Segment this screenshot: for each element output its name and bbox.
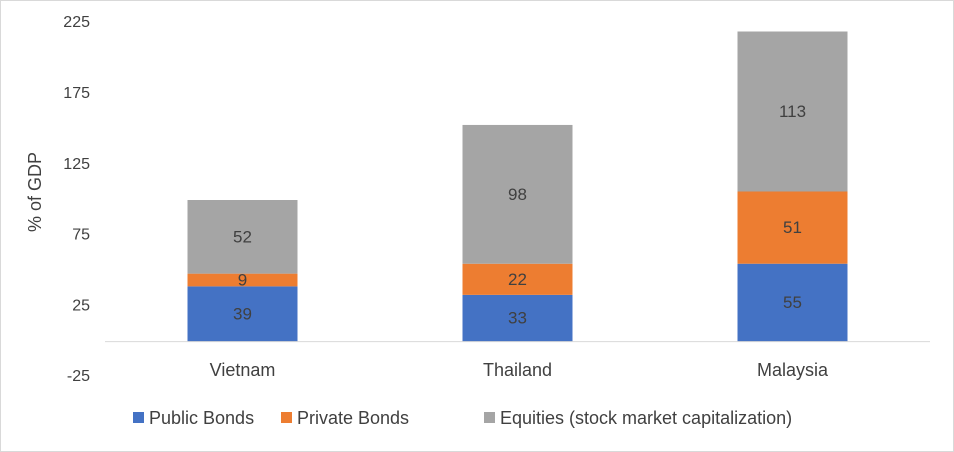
value-label: 22 (508, 270, 527, 289)
x-tick-label: Thailand (483, 360, 552, 380)
bar-segment (462, 263, 573, 295)
value-label: 51 (783, 218, 802, 237)
bar-segment (737, 191, 848, 264)
y-tick-label: 225 (63, 14, 90, 31)
x-tick-label: Vietnam (210, 360, 276, 380)
y-axis-label: % of GDP (25, 152, 45, 232)
bar-segment (187, 286, 298, 342)
legend-label: Private Bonds (297, 408, 409, 428)
value-label: 39 (233, 304, 252, 323)
legend-swatch (281, 412, 292, 423)
bar-segment (737, 31, 848, 192)
value-label: 98 (508, 185, 527, 204)
y-tick-label: 75 (72, 227, 90, 244)
value-label: 52 (233, 227, 252, 246)
bar-segment (737, 263, 848, 342)
bar-segment (187, 200, 298, 274)
y-tick-label: 175 (63, 85, 90, 102)
y-tick-label: -25 (67, 368, 90, 385)
value-label: 33 (508, 309, 527, 328)
y-tick-label: 125 (63, 156, 90, 173)
legend-label: Equities (stock market capitalization) (500, 408, 792, 428)
bar-segment (462, 294, 573, 342)
value-label: 9 (238, 270, 247, 289)
value-label: 55 (783, 293, 802, 312)
bar-segment (462, 124, 573, 264)
x-tick-label: Malaysia (757, 360, 829, 380)
value-label: 113 (779, 102, 806, 121)
y-tick-label: 25 (72, 297, 90, 314)
legend-swatch (484, 412, 495, 423)
bar-segment (187, 273, 298, 287)
legend-swatch (133, 412, 144, 423)
legend-label: Public Bonds (149, 408, 254, 428)
